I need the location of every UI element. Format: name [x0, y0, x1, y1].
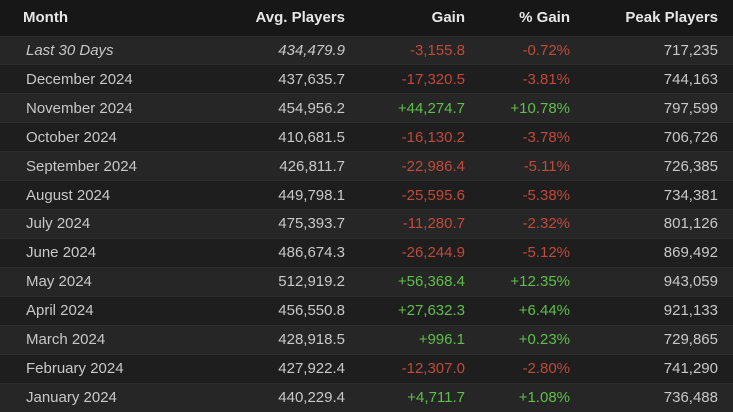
header-percent-gain[interactable]: % Gain [519, 9, 570, 27]
table-row: April 2024 456,550.8 +27,632.3 +6.44% 921,13… [0, 296, 733, 326]
cell-peak-players: 726,385 [663, 157, 718, 175]
cell-gain: -22,986.4 [401, 157, 465, 175]
cell-percent-gain: -5.11% [523, 157, 570, 175]
cell-peak-players: 869,492 [663, 244, 718, 262]
cell-gain: +44,274.7 [397, 99, 465, 117]
header-peak-players[interactable]: Peak Players [625, 9, 718, 27]
cell-percent-gain: +12.35% [510, 273, 570, 291]
table-row: August 2024 449,798.1 -25,595.6 -5.38% 734,3… [0, 180, 733, 210]
cell-month: October 2024 [26, 128, 117, 146]
cell-month: March 2024 [26, 331, 106, 349]
cell-percent-gain: +10.78% [510, 99, 570, 117]
cell-peak-players: 744,163 [663, 70, 718, 88]
cell-avg-players: 426,811.7 [279, 157, 345, 175]
cell-avg-players: 486,674.3 [278, 244, 345, 262]
cell-percent-gain: -0.72% [522, 41, 570, 59]
cell-percent-gain: -5.12% [522, 244, 570, 262]
cell-avg-players: 440,229.4 [278, 389, 345, 407]
cell-gain: +996.1 [418, 331, 465, 349]
header-row: Month Avg. Players Gain % Gain Peak Play… [0, 0, 733, 36]
header-avg-players[interactable]: Avg. Players [255, 9, 346, 27]
cell-peak-players: 734,381 [663, 186, 718, 204]
cell-gain: +4,711.7 [407, 389, 465, 407]
cell-avg-players: 456,550.8 [278, 302, 345, 320]
cell-gain: -17,320.5 [401, 70, 465, 88]
cell-percent-gain: -5.38% [522, 186, 570, 204]
cell-month: April 2024 [26, 302, 94, 320]
table-body: Last 30 Days 434,479.9 -3,155.8 -0.72% 717,2… [0, 36, 733, 412]
table-row: Last 30 Days 434,479.9 -3,155.8 -0.72% 717,2… [0, 36, 733, 65]
cell-month: August 2024 [26, 186, 111, 204]
cell-peak-players: 736,488 [663, 389, 718, 407]
cell-percent-gain: -2.80% [522, 360, 570, 378]
cell-peak-players: 921,133 [663, 302, 718, 320]
cell-gain: -3,155.8 [409, 41, 465, 59]
cell-peak-players: 943,059 [663, 273, 718, 291]
cell-gain: +27,632.3 [397, 302, 465, 320]
cell-avg-players: 449,798.1 [278, 186, 345, 204]
cell-gain: -12,307.0 [401, 360, 465, 378]
cell-peak-players: 741,290 [663, 360, 718, 378]
cell-month: May 2024 [26, 273, 92, 291]
cell-month: Last 30 Days [26, 41, 114, 59]
table-row: November 2024 454,956.2 +44,274.7 +10.78% 79… [0, 93, 733, 123]
table-row: January 2024 440,229.4 +4,711.7 +1.08% 736,4… [0, 383, 733, 412]
cell-gain: -16,130.2 [401, 128, 465, 146]
table-row: July 2024 475,393.7 -11,280.7 -2.32% 801,126 [0, 209, 733, 239]
cell-month: July 2024 [26, 215, 91, 233]
cell-percent-gain: -3.81% [522, 70, 570, 88]
cell-peak-players: 801,126 [663, 215, 718, 233]
cell-avg-players: 454,956.2 [278, 99, 345, 117]
cell-gain: -11,280.7 [402, 215, 465, 233]
cell-avg-players: 475,393.7 [278, 215, 345, 233]
cell-gain: -25,595.6 [401, 186, 465, 204]
cell-month: November 2024 [26, 99, 133, 117]
cell-peak-players: 729,865 [663, 331, 718, 349]
cell-gain: -26,244.9 [401, 244, 465, 262]
cell-percent-gain: +1.08% [518, 389, 570, 407]
table-row: June 2024 486,674.3 -26,244.9 -5.12% 869,492 [0, 238, 733, 268]
table-row: May 2024 512,919.2 +56,368.4 +12.35% 943,059 [0, 267, 733, 297]
cell-month: January 2024 [26, 389, 117, 407]
cell-gain: +56,368.4 [397, 273, 465, 291]
cell-month: June 2024 [26, 244, 97, 262]
table-row: February 2024 427,922.4 -12,307.0 -2.80% 741… [0, 354, 733, 384]
header-gain[interactable]: Gain [431, 9, 465, 27]
table-header: Month Avg. Players Gain % Gain Peak Play… [0, 0, 733, 36]
cell-percent-gain: -2.32% [522, 215, 570, 233]
cell-percent-gain: +0.23% [518, 331, 570, 349]
cell-peak-players: 797,599 [663, 99, 718, 117]
cell-avg-players: 428,918.5 [278, 331, 345, 349]
table-row: March 2024 428,918.5 +996.1 +0.23% 729,865 [0, 325, 733, 355]
cell-percent-gain: +6.44% [518, 302, 570, 320]
cell-peak-players: 717,235 [663, 41, 718, 59]
cell-month: February 2024 [26, 360, 124, 378]
table-row: September 2024 426,811.7 -22,986.4 -5.11% 72… [0, 151, 733, 181]
cell-month: December 2024 [26, 70, 133, 88]
table-row: December 2024 437,635.7 -17,320.5 -3.81% 744… [0, 64, 733, 94]
header-month[interactable]: Month [23, 9, 68, 27]
cell-peak-players: 706,726 [663, 128, 718, 146]
cell-avg-players: 427,922.4 [278, 360, 345, 378]
table-row: October 2024 410,681.5 -16,130.2 -3.78% 706,… [0, 122, 733, 152]
cell-percent-gain: -3.78% [522, 128, 570, 146]
cell-avg-players: 410,681.5 [278, 128, 345, 146]
cell-avg-players: 512,919.2 [278, 273, 345, 291]
cell-avg-players: 434,479.9 [278, 41, 345, 59]
cell-avg-players: 437,635.7 [278, 70, 345, 88]
cell-month: September 2024 [26, 157, 137, 175]
